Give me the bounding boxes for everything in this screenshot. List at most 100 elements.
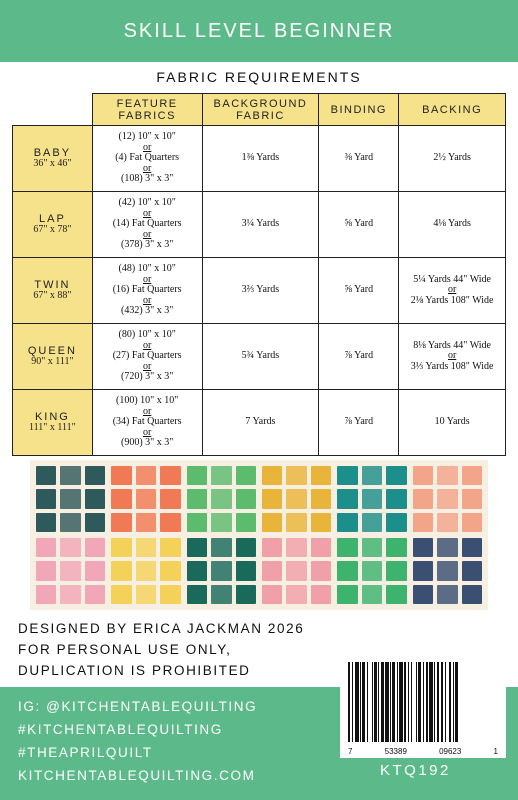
- backing-cell: 10 Yards: [398, 389, 506, 456]
- fabric-swatch: [111, 584, 132, 604]
- barcode-bar: [441, 662, 444, 742]
- fabric-swatch: [211, 512, 232, 532]
- table-row: LAP 67" x 78" (42) 10" x 10" or (14) Fat Qua…: [12, 191, 506, 258]
- fabric-swatch: [361, 489, 383, 509]
- swatch-group: [262, 538, 332, 604]
- fabric-swatch: [160, 512, 181, 532]
- fabric-swatch: [60, 489, 81, 509]
- hashtag-kitchentablequilting: #KITCHENTABLEQUILTING: [18, 722, 223, 737]
- fabric-swatch: [310, 466, 332, 486]
- fabric-swatch: [186, 561, 208, 581]
- fabric-swatch: [262, 538, 283, 558]
- barcode-bar: [457, 662, 459, 742]
- pattern-sku: KTQ192: [380, 762, 451, 779]
- or-separator: or: [447, 350, 457, 362]
- barcode-bar: [367, 662, 369, 742]
- fabric-swatch: [135, 584, 157, 604]
- fabric-swatch: [361, 512, 383, 532]
- fabric-swatch: [36, 538, 57, 558]
- feature-option: (378) 3" x 3": [120, 239, 174, 251]
- barcode-bar: [396, 662, 399, 742]
- fabric-swatch: [36, 466, 57, 486]
- fabric-swatch: [386, 584, 407, 604]
- fabric-swatch: [36, 512, 57, 532]
- fabric-swatch: [235, 489, 256, 509]
- quilt-size-name: KING: [34, 410, 70, 423]
- background-fabric-cell: 7 Yards: [201, 389, 320, 456]
- fabric-swatch: [262, 466, 283, 486]
- fabric-swatch: [60, 538, 81, 558]
- fabric-swatch: [437, 489, 458, 509]
- fabric-swatch: [361, 466, 383, 486]
- fabric-swatch: [135, 538, 157, 558]
- fabric-swatch: [160, 561, 181, 581]
- fabric-swatch: [437, 512, 458, 532]
- quilt-size-name: QUEEN: [27, 344, 77, 357]
- fabric-swatch: [337, 561, 358, 581]
- barcode-bar: [433, 662, 436, 742]
- fabric-swatch: [235, 512, 256, 532]
- barcode-bar: [359, 662, 362, 742]
- fabric-swatch: [437, 584, 458, 604]
- fabric-swatch: [412, 466, 434, 486]
- barcode-bar: [351, 662, 353, 742]
- feature-fabrics-cell: (12) 10" x 10" or (4) Fat Quarters or (108) …: [91, 125, 203, 192]
- backing-cell: 2½ Yards: [398, 125, 506, 192]
- barcode-bar: [373, 662, 375, 742]
- fabric-swatch: [361, 538, 383, 558]
- quilt-size-cell: TWIN 67" x 88": [12, 257, 93, 324]
- col-header-feature: FEATURE FABRICS: [91, 93, 203, 126]
- or-separator: or: [142, 207, 152, 219]
- feature-option: (432) 3" x 3": [120, 305, 174, 317]
- fabric-swatch: [461, 489, 482, 509]
- fabric-swatch: [461, 512, 482, 532]
- fabric-swatch: [262, 561, 283, 581]
- binding-cell: ⅜ Yard: [318, 125, 400, 192]
- backing-option: 2½ Yards: [433, 152, 471, 164]
- barcode-bar: [407, 662, 409, 742]
- or-separator: or: [142, 339, 152, 351]
- or-separator: or: [142, 162, 152, 174]
- or-separator: or: [142, 228, 152, 240]
- feature-fabrics-cell: (80) 10" x 10" or (27) Fat Quarters or (720)…: [91, 323, 203, 390]
- backing-cell: 5¼ Yards 44" Wide or 2⅛ Yards 108" Wide: [398, 257, 506, 324]
- fabric-swatch: [286, 538, 307, 558]
- barcode-bar: [402, 662, 405, 742]
- swatch-group: [111, 466, 181, 532]
- fabric-swatch: [235, 584, 256, 604]
- col-header-backing: BACKING: [398, 93, 506, 126]
- backing-option: 2⅛ Yards 108" Wide: [410, 294, 494, 306]
- fabric-swatch: [262, 489, 283, 509]
- fabric-swatch: [386, 561, 407, 581]
- quilt-size-cell: KING 111" x 111": [12, 389, 93, 456]
- barcode-bar: [350, 662, 352, 742]
- fabric-swatch: [461, 584, 482, 604]
- barcode-bar: [406, 662, 408, 742]
- fabric-swatch: [286, 584, 307, 604]
- feature-option: (12) 10" x 10": [118, 131, 176, 143]
- barcode-bar: [394, 662, 397, 742]
- fabric-swatch: [160, 584, 181, 604]
- fabric-swatch: [84, 561, 106, 581]
- top-banner: SKILL LEVEL BEGINNER: [0, 0, 518, 62]
- swatch-group: [111, 538, 181, 604]
- quilt-size-name: TWIN: [34, 278, 71, 291]
- swatch-group: [186, 538, 256, 604]
- barcode-bar: [404, 662, 407, 742]
- fabric-swatch: [386, 512, 407, 532]
- quilt-size-cell: BABY 36" x 46": [12, 125, 93, 192]
- fabric-swatch: [286, 466, 307, 486]
- barcode-bar: [429, 662, 433, 742]
- feature-option: (900) 3" x 3": [120, 437, 174, 449]
- background-fabric-cell: 5¾ Yards: [201, 323, 320, 390]
- barcode-bar: [374, 662, 377, 742]
- fabric-swatch: [386, 489, 407, 509]
- table-corner: [12, 93, 93, 126]
- barcode-digit-group: 7: [348, 747, 353, 756]
- barcode-bar: [411, 662, 413, 742]
- fabric-swatch: [135, 466, 157, 486]
- or-separator: or: [142, 141, 152, 153]
- barcode-bar: [399, 662, 403, 742]
- barcode-bar: [435, 662, 438, 742]
- barcode-bar: [420, 662, 424, 742]
